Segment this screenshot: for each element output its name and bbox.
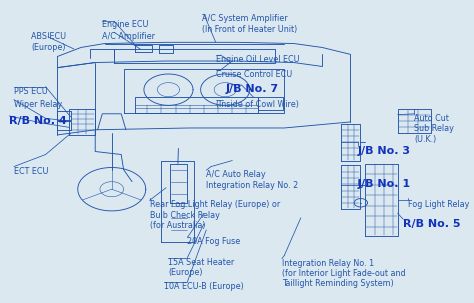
Text: J/B No. 7: J/B No. 7 — [225, 84, 278, 94]
Text: Cruise Control ECU: Cruise Control ECU — [216, 70, 292, 79]
Text: R/B No. 5: R/B No. 5 — [403, 219, 461, 229]
Text: ABS ECU
(Europe): ABS ECU (Europe) — [31, 32, 66, 52]
Text: R/B No. 4: R/B No. 4 — [9, 116, 67, 126]
Text: Auto Cut
Sub Relay
(U.K.): Auto Cut Sub Relay (U.K.) — [414, 114, 454, 144]
Text: (Inside of Cowl Wire): (Inside of Cowl Wire) — [216, 100, 299, 108]
Text: PPS ECU: PPS ECU — [14, 87, 48, 96]
Text: Rear Fog Light Relay (Europe) or
Bulb Check Relay
(for Australia): Rear Fog Light Relay (Europe) or Bulb Ch… — [150, 200, 280, 230]
Text: 10A ECU-B (Europe): 10A ECU-B (Europe) — [164, 282, 244, 291]
Text: A/C Amplifier: A/C Amplifier — [102, 32, 155, 42]
Text: A/C System Amplifier
(In Front of Heater Unit): A/C System Amplifier (In Front of Heater… — [201, 14, 297, 34]
Text: Wiper Relay: Wiper Relay — [14, 100, 62, 108]
Text: Engine Oil Level ECU: Engine Oil Level ECU — [216, 55, 300, 64]
Text: J/B No. 1: J/B No. 1 — [357, 179, 410, 189]
Text: Integration Relay No. 1
(for Interior Light Fade-out and
Taillight Reminding Sys: Integration Relay No. 1 (for Interior Li… — [282, 258, 406, 288]
Text: ECT ECU: ECT ECU — [14, 167, 48, 175]
Text: 15A Seat Heater
(Europe): 15A Seat Heater (Europe) — [168, 258, 235, 277]
Text: 20A Fog Fuse: 20A Fog Fuse — [187, 238, 241, 246]
Text: A/C Auto Relay
Integration Relay No. 2: A/C Auto Relay Integration Relay No. 2 — [206, 170, 299, 190]
Text: Fog Light Relay: Fog Light Relay — [408, 200, 469, 209]
Text: Engine ECU: Engine ECU — [102, 20, 149, 29]
Text: J/B No. 3: J/B No. 3 — [357, 146, 410, 156]
